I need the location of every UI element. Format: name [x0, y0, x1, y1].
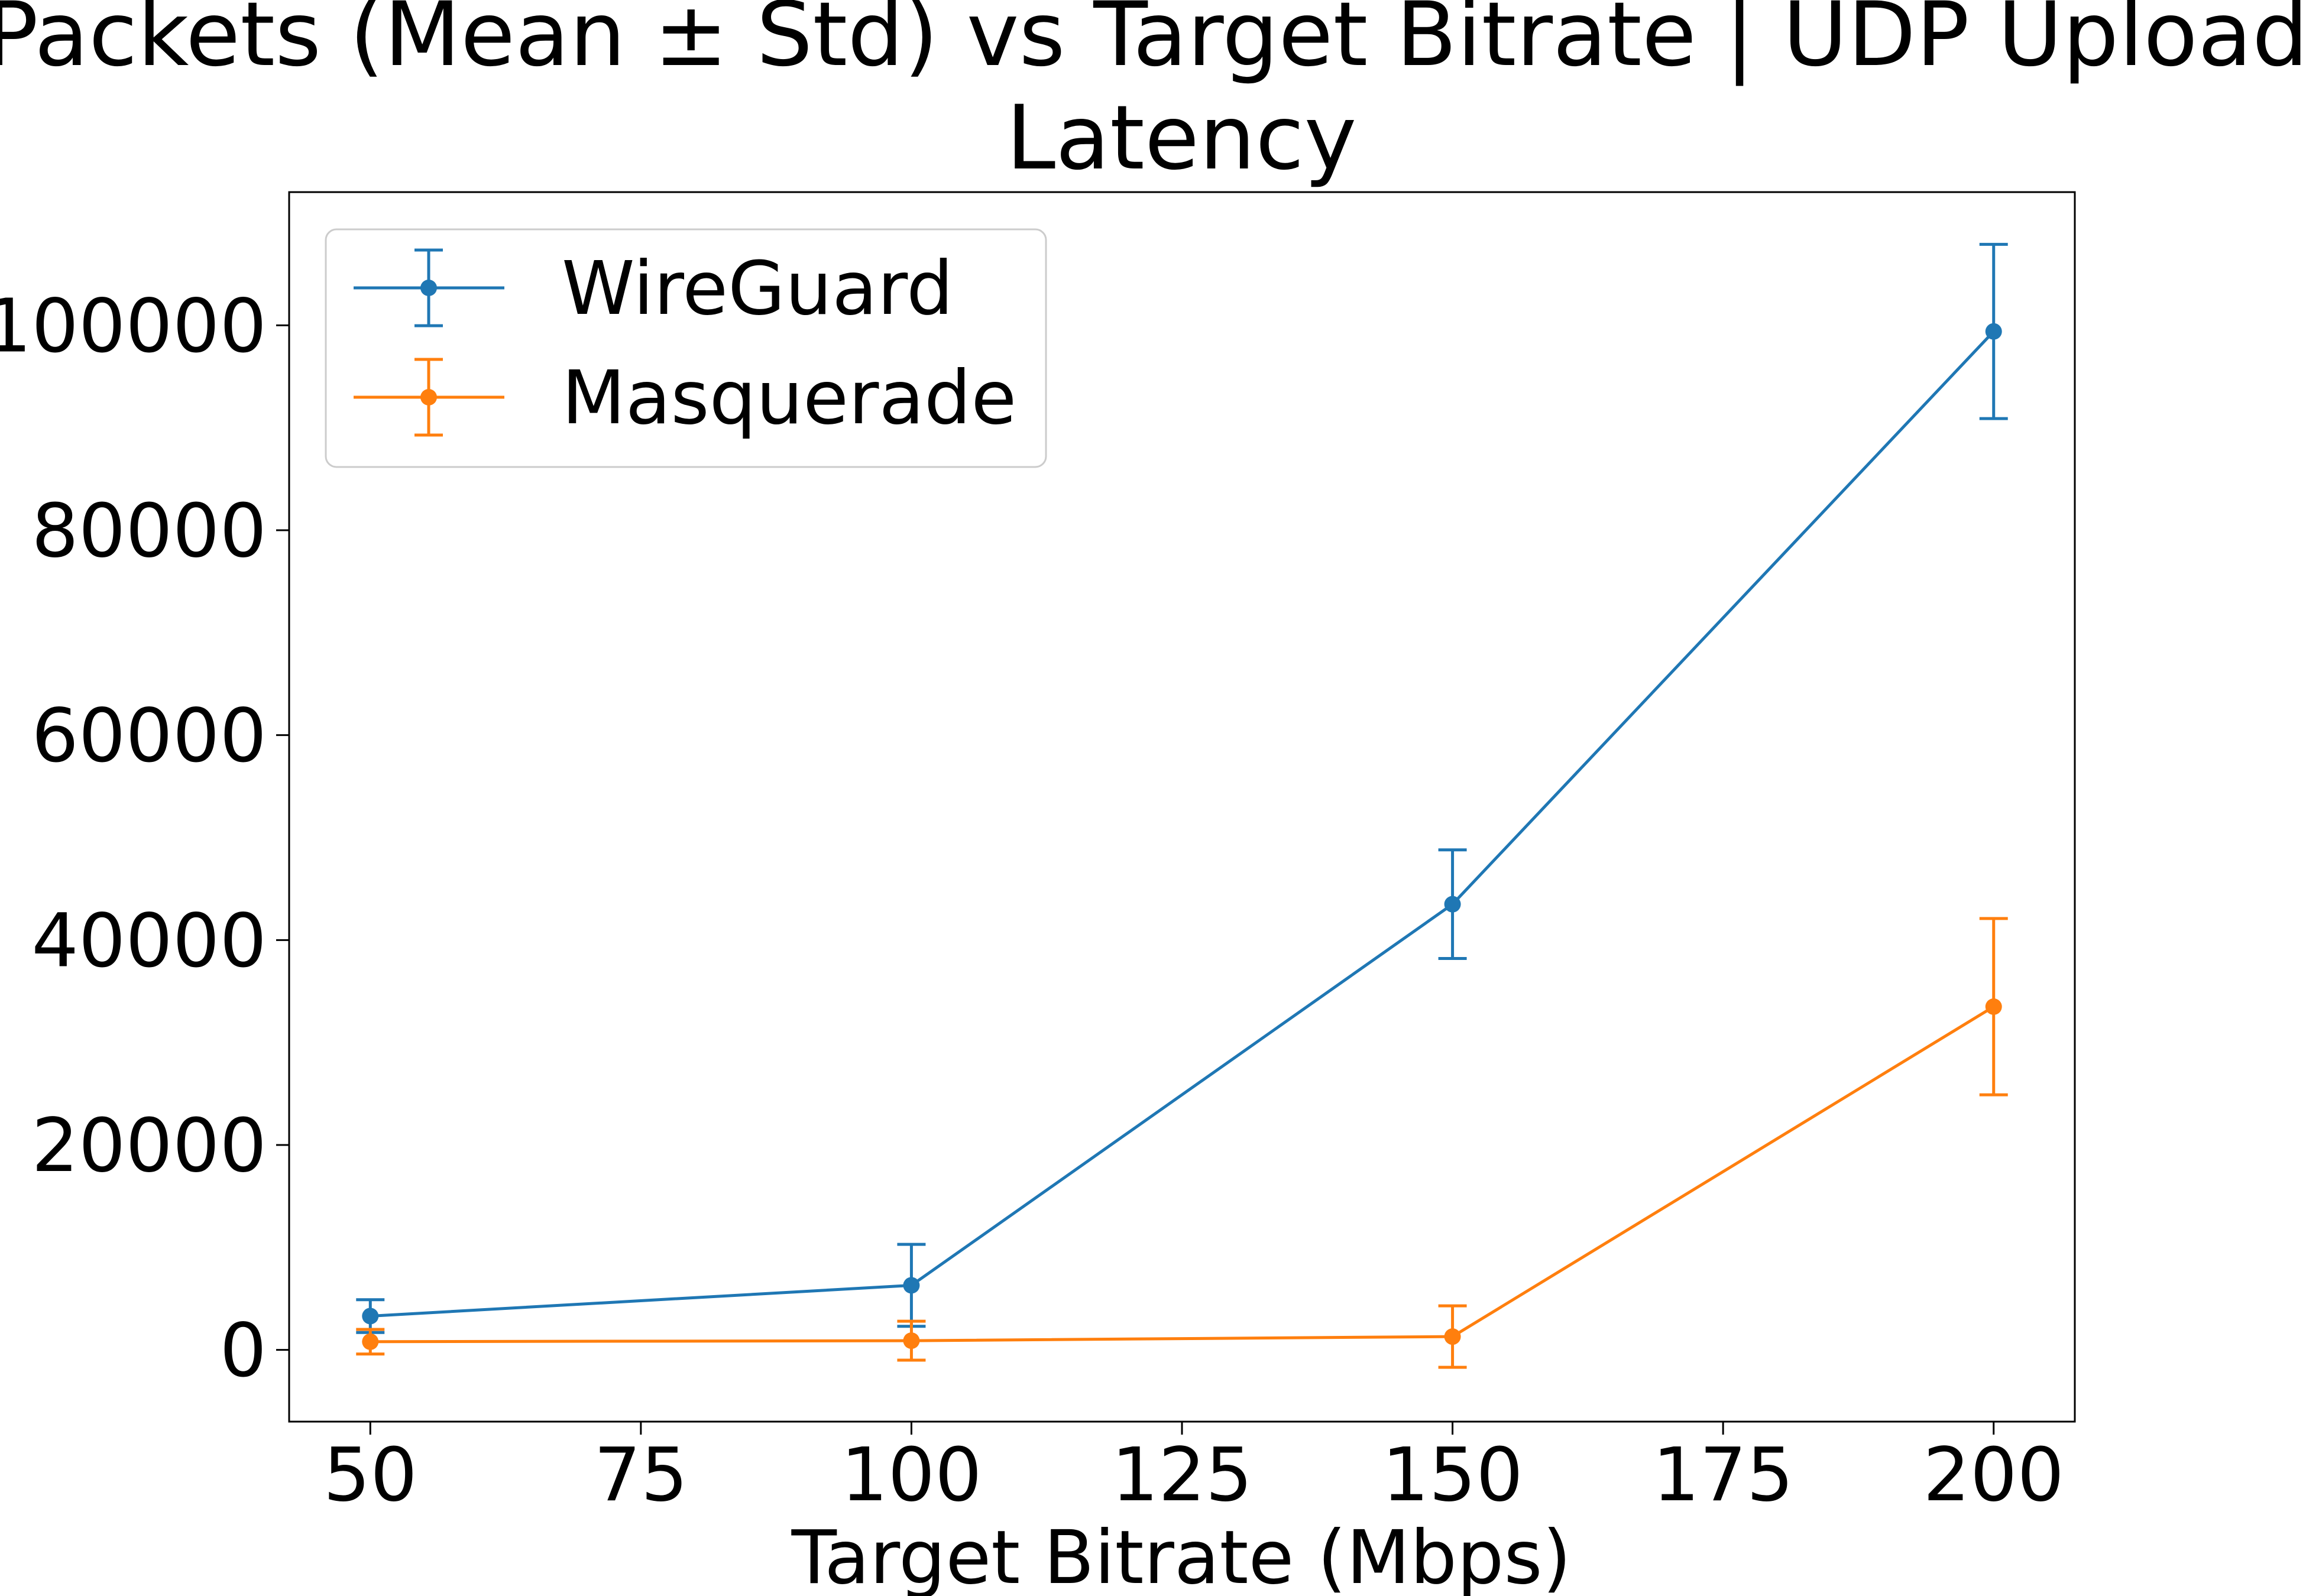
- x-tick-label: 175: [1653, 1432, 1794, 1518]
- data-point: [1444, 896, 1461, 913]
- data-point: [1444, 1328, 1461, 1345]
- series-wireguard: [356, 242, 2008, 1334]
- data-point: [1985, 323, 2002, 340]
- plot-frame: [288, 191, 2076, 1423]
- data-point: [1985, 998, 2002, 1015]
- legend-entry-masquerade: Masquerade: [354, 355, 1016, 441]
- x-axis-label: Target Bitrate (Mbps): [791, 1515, 1572, 1596]
- x-tick-label: 50: [323, 1432, 417, 1518]
- x-tick-label: 100: [841, 1432, 982, 1518]
- data-point: [362, 1333, 379, 1350]
- series-layer: [356, 242, 2008, 1369]
- data-point: [362, 1308, 379, 1325]
- y-tick-label: 40000: [31, 898, 267, 984]
- y-tick-label: 100000: [0, 283, 267, 369]
- chart-title-line-1: Lost Packets (Mean ± Std) vs Target Bitr…: [0, 0, 2306, 86]
- x-tick-label: 125: [1112, 1432, 1253, 1518]
- legend-label: Masquerade: [562, 355, 1016, 441]
- x-tick-label: 200: [1923, 1432, 2064, 1518]
- y-tick-label: 60000: [31, 693, 267, 779]
- x-tick-label: 75: [594, 1432, 688, 1518]
- legend-label: WireGuard: [562, 246, 953, 332]
- x-axis: 50 75 100 125 150 175 200: [323, 1422, 2064, 1518]
- y-tick-label: 80000: [31, 488, 267, 574]
- data-point: [903, 1277, 920, 1294]
- legend: WireGuard Masquerade: [325, 228, 1047, 468]
- x-tick-label: 150: [1382, 1432, 1523, 1518]
- y-tick-label: 0: [219, 1308, 267, 1394]
- series-masquerade: [356, 917, 2008, 1369]
- series-line: [370, 1005, 1995, 1344]
- legend-marker: [420, 280, 437, 296]
- chart-title-line-2: Latency: [1006, 87, 1357, 190]
- y-axis: 0 20000 40000 60000 80000 100000: [0, 283, 289, 1394]
- data-point: [903, 1332, 920, 1350]
- legend-entry-wireguard: WireGuard: [354, 246, 953, 332]
- legend-box: [325, 228, 1047, 468]
- y-tick-label: 20000: [31, 1103, 267, 1189]
- series-line: [370, 330, 1995, 1318]
- legend-marker: [420, 389, 437, 406]
